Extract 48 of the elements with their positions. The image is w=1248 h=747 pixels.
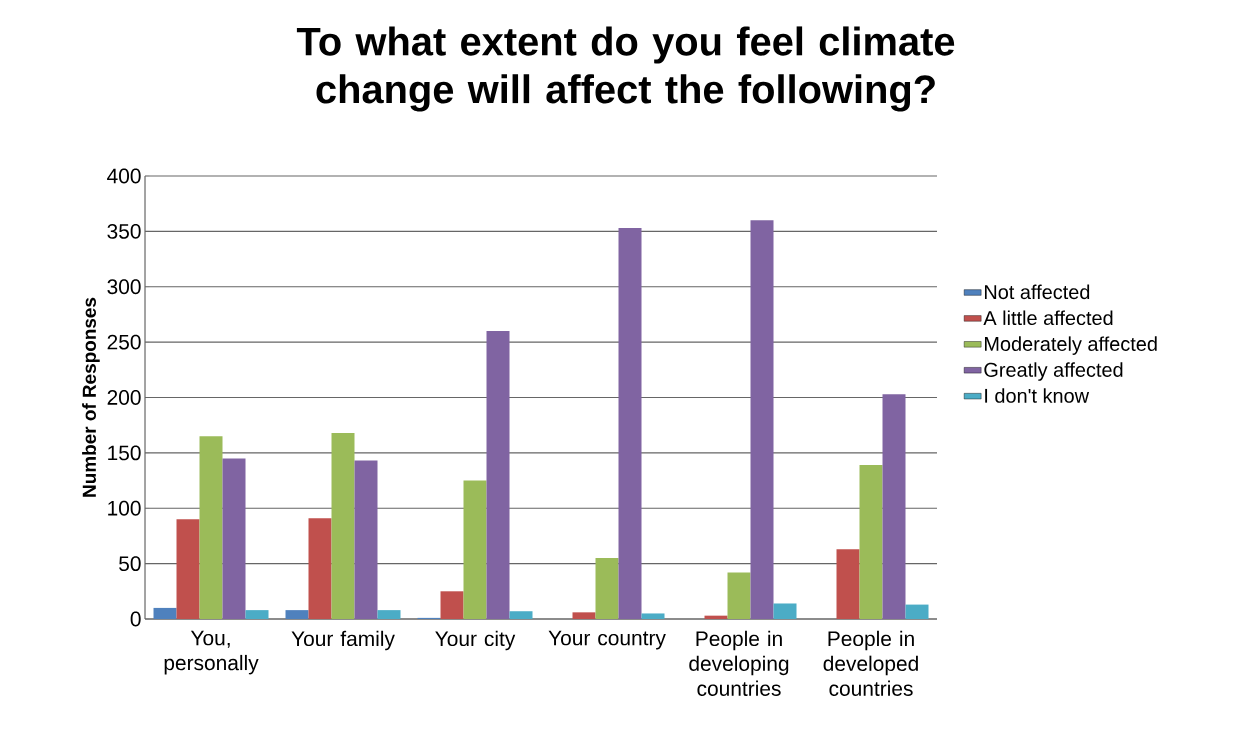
y-tick-label: 350 (107, 223, 141, 239)
legend-label: I don't know (985, 388, 1090, 403)
y-tick-label: 200 (107, 390, 141, 405)
bar (641, 613, 665, 619)
x-tick-label: Your city (435, 630, 516, 651)
legend-label: A little affected (983, 310, 1113, 326)
bar (153, 607, 177, 619)
y-axis-title: Number of Responses (82, 297, 100, 497)
bar (773, 603, 797, 619)
bar (572, 612, 596, 619)
y-tick-label: 300 (107, 279, 141, 295)
bar (463, 480, 487, 619)
y-tick-label: 400 (107, 168, 141, 184)
bar (245, 610, 269, 619)
bar (285, 610, 309, 619)
bar (222, 458, 246, 619)
bar (308, 518, 332, 619)
bar (905, 604, 929, 619)
bar (727, 572, 751, 619)
bar (354, 460, 378, 619)
x-tick-label: People in developed countries (823, 630, 918, 696)
legend-label: Moderately affected (984, 336, 1157, 355)
bar (176, 519, 200, 619)
x-tick-label: Your family (291, 630, 395, 651)
legend-label: Greatly affected (984, 362, 1123, 381)
x-tick-label: You, personally (164, 630, 259, 675)
bar (331, 432, 355, 619)
y-tick-label: 50 (119, 556, 141, 572)
bar (509, 611, 533, 619)
bar (595, 558, 619, 619)
bar (859, 465, 883, 619)
bar (377, 610, 401, 619)
chart-title: To what extent do you feel climate change will affect the following? (296, 26, 955, 112)
bar (750, 220, 774, 619)
x-tick-label: People in developing countries (689, 630, 789, 696)
legend-label: Not affected (984, 284, 1090, 300)
bar (199, 436, 223, 619)
y-tick-label: 0 (130, 611, 141, 627)
bar (618, 228, 642, 619)
bar (704, 615, 728, 619)
bar (440, 591, 464, 619)
y-tick-label: 100 (108, 500, 141, 516)
x-tick-label: Your country (548, 630, 666, 650)
bar (882, 394, 906, 619)
bar (836, 549, 860, 619)
y-tick-label: 150 (108, 445, 141, 461)
y-tick-label: 250 (107, 334, 141, 350)
bar (486, 331, 510, 619)
